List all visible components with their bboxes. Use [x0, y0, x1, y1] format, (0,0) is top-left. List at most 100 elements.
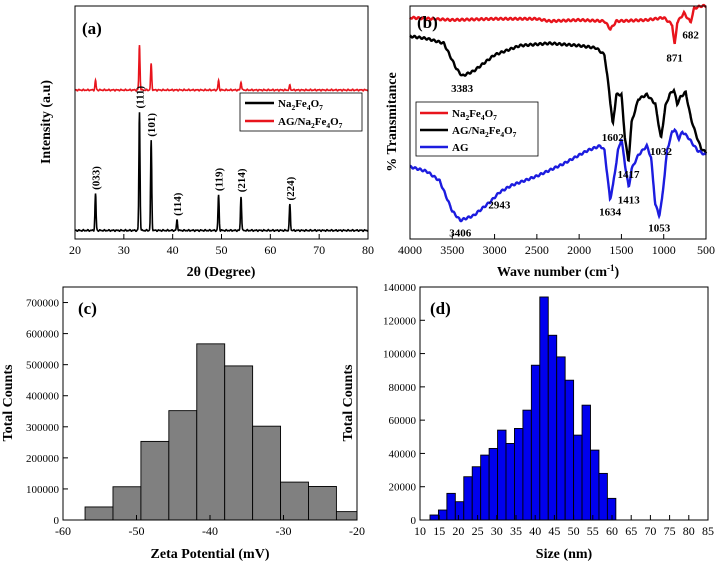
panel-d-x-tick-label: 85 [702, 524, 714, 538]
panel-a-series-ag-na2fe4o7 [75, 45, 369, 92]
panel-d-bar [497, 429, 507, 521]
panel-d-x-tick-label: 15 [433, 524, 445, 538]
panel-b-peak-label: 871 [666, 53, 683, 65]
panel-c-bar [84, 506, 114, 521]
legend-label-na2fe4o7: Na2Fe4O7 [278, 98, 323, 112]
panel-c-y-tick-label: 100000 [26, 484, 60, 496]
panel-a-x-tick-label: 50 [216, 243, 228, 257]
panel-d-x-tick-label: 20 [452, 524, 464, 538]
panel-d-y-tick-label: 140000 [383, 282, 417, 294]
panel-b-peak-label: 1417 [617, 169, 640, 181]
panel-c-xticks: -60 -50 -40 -30 -20 [55, 515, 365, 538]
panel-c-bar [280, 481, 309, 521]
panel-a-x-tick-label: 80 [362, 243, 374, 257]
panel-c-x-tick-label: -50 [129, 524, 145, 538]
panel-c-bar [140, 440, 170, 521]
panel-b-x-tick-label: 1500 [609, 243, 633, 257]
panel-c-y-tick-label: 400000 [26, 391, 60, 403]
panel-b-x-tick-label: 3500 [440, 243, 464, 257]
panel-b-peak-label: 1413 [618, 195, 641, 207]
panel-a-label: (a) [82, 19, 102, 38]
panel-c-y-tick-label: 500000 [26, 360, 60, 372]
panel-a-peak-labels: (033) (111)(101) (114) (119) (214) (224) [91, 86, 297, 216]
panel-a-x-tick-label: 70 [313, 243, 325, 257]
panel-b-xlabel: Wave number (cm-1) [497, 263, 620, 280]
panel-d-frame [419, 286, 709, 521]
panel-a-peak-label: (224) [285, 176, 297, 200]
panel-d-x-tick-label: 55 [587, 524, 599, 538]
panel-c-y-tick-label: 200000 [26, 453, 60, 465]
panel-d-y-tick-label: 0 [411, 515, 417, 527]
panel-d-x-tick-label: 25 [472, 524, 484, 538]
panel-a-peak-label: (111) [134, 86, 146, 109]
panel-d-bar [556, 356, 566, 521]
panel-b-series-ag [409, 127, 707, 223]
panel-a-legend-box [239, 92, 363, 132]
panel-b-series-na2fe4o7 [409, 3, 707, 45]
panel-d-x-tick-label: 10 [414, 524, 426, 538]
panel-d: (d) 10 15 20 25 30 35 40 45 50 55 60 65 70 75 80 85 0 20… [341, 282, 714, 562]
panel-a-plot [75, 45, 369, 233]
panel-b-peak-label: 682 [682, 29, 699, 41]
panel-c-xlabel: Zeta Potential (mV) [151, 547, 270, 562]
panel-d-x-tick-label: 35 [510, 524, 522, 538]
panel-c-x-tick-label: -40 [202, 524, 218, 538]
panel-c-bar [224, 365, 254, 521]
panel-d-y-tick-label: 80000 [389, 382, 417, 394]
panel-a-legend: Na2Fe4O7 AG/Na2Fe4O7 [239, 92, 363, 132]
panel-b-peak-label: 1032 [650, 146, 673, 158]
panel-d-y-tick-label: 60000 [389, 415, 417, 427]
panel-d-bar [471, 466, 482, 521]
panel-b-label: (b) [417, 13, 438, 32]
panel-b-peak-label: 1602 [602, 132, 625, 144]
panel-b-peak-label: 1634 [599, 206, 622, 218]
panel-d-x-tick-label: 50 [568, 524, 580, 538]
panel-b-peak-label: 1053 [648, 223, 671, 235]
panel-a-ylabel: Intensity (a.u) [39, 80, 54, 164]
panel-b-xticks: 4000 3500 3000 2500 2000 1500 1000 500 [398, 234, 715, 257]
panel-d-bar [463, 476, 473, 521]
panel-c-bars [84, 343, 358, 521]
legend-label-b-na2fe4o7: Na2Fe4O7 [452, 108, 497, 122]
panel-d-bar [480, 454, 490, 521]
panel-d-x-tick-label: 65 [625, 524, 637, 538]
panel-c-ylabel: Total Counts [1, 364, 16, 441]
panel-d-x-tick-label: 45 [548, 524, 560, 538]
panel-d-bar [514, 428, 524, 521]
panel-a-x-tick-label: 20 [69, 243, 81, 257]
panel-a-xlabel: 2θ (Degree) [187, 265, 256, 280]
panel-a-peak-label: (214) [236, 168, 248, 192]
panel-b-x-tick-label: 4000 [398, 243, 422, 257]
panel-a-x-tick-label: 60 [264, 243, 276, 257]
panel-b: (b) 4000 3500 3000 2500 2000 1500 1000 500 Wave… [385, 3, 715, 280]
panel-b-peak-label: 2943 [488, 199, 511, 211]
panel-a-peak-label: (114) [172, 192, 184, 216]
panel-d-yticks: 0 20000 40000 60000 80000 100000 120000 140000 [383, 282, 425, 527]
panel-d-xticks: 10 15 20 25 30 35 40 45 50 55 60 65 70 75 80 85 [414, 515, 714, 538]
panel-a-x-tick-label: 40 [167, 243, 179, 257]
panel-d-x-tick-label: 40 [529, 524, 541, 538]
panel-d-bar [598, 472, 608, 521]
panel-d-x-tick-label: 70 [644, 524, 656, 538]
panel-a-series-na2fe4o7 [75, 112, 369, 233]
panel-c-x-tick-label: -60 [55, 524, 71, 538]
panel-d-bar [454, 501, 465, 521]
panel-a-peak-label: (119) [214, 168, 226, 192]
panel-d-y-tick-label: 100000 [383, 349, 417, 361]
panel-d-bar [581, 404, 591, 521]
panel-c-y-tick-label: 600000 [26, 329, 60, 341]
panel-c: (c) -60 -50 -40 -30 -20 0 100000 200000 300000 4… [1, 286, 365, 562]
panel-c-y-tick-label: 0 [54, 515, 60, 527]
panel-d-xlabel: Size (nm) [536, 547, 593, 562]
legend-label-b-ag: AG [452, 142, 469, 154]
panel-d-bar [564, 379, 575, 521]
panel-d-x-tick-label: 30 [491, 524, 503, 538]
panel-d-bar [429, 514, 439, 521]
panel-a-peak-label: (101) [146, 113, 158, 137]
panel-d-bars [429, 296, 617, 521]
legend-label-b-ag-na2fe4o7: AG/Na2Fe4O7 [452, 125, 517, 139]
panel-b-plot [409, 3, 708, 223]
panel-b-legend: Na2Fe4O7 AG/Na2Fe4O7 AG [415, 101, 539, 157]
panel-c-bar [168, 410, 198, 521]
